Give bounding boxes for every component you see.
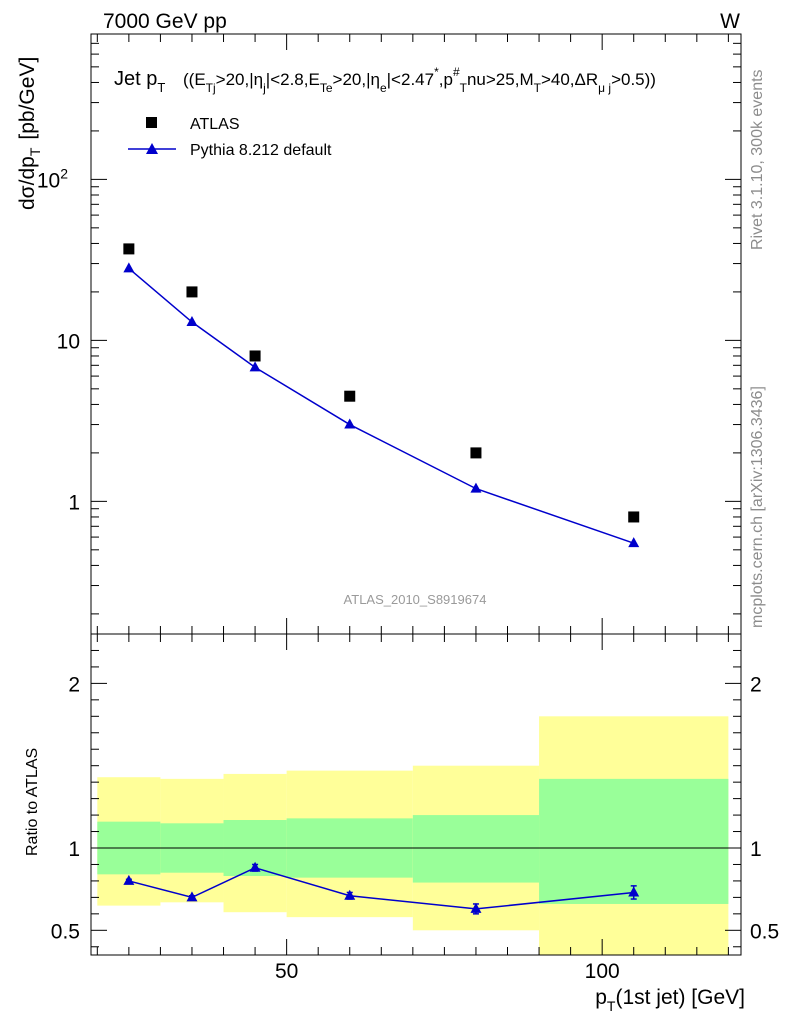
title-cut-part: μ j: [598, 81, 611, 95]
atlas-point: [470, 447, 482, 459]
mc-point: [249, 361, 261, 372]
ratio-ylabel: Ratio to ATLAS: [24, 748, 41, 856]
mc-line: [128, 267, 634, 544]
title-cut-part: >20,|η: [333, 70, 380, 89]
main-ytick-label: 1: [68, 491, 80, 514]
title-cut-part: |<2.47: [387, 70, 434, 89]
ratio-ytick-label: 2: [68, 673, 80, 696]
main-frame: [90, 33, 742, 635]
ratio-axes: 0.5 0.5 1 1 2 2 50 100: [51, 633, 779, 983]
main-ylabel-sub: T: [27, 147, 43, 156]
ratio-point: [249, 861, 261, 872]
title-main: Jet p: [114, 68, 157, 90]
chart-title: Jet pT: [114, 68, 165, 95]
title-cut-part: ,p: [439, 70, 453, 89]
title-cut-part: T: [534, 81, 542, 95]
atlas-point: [249, 350, 261, 362]
title-cut-part: #: [453, 65, 460, 79]
ratio-line: [128, 866, 634, 910]
title-cut-part: Te: [320, 81, 333, 95]
analysis-label: ATLAS_2010_S8919674: [344, 592, 487, 607]
ratio-ytick-label-right: 0.5: [750, 920, 779, 943]
title-cut-part: >20,|η: [216, 70, 263, 89]
main-ytick-label: 102: [37, 165, 68, 192]
process-label: W: [720, 10, 740, 33]
xlabel-sub: T: [607, 998, 616, 1014]
title-main-sub: T: [157, 80, 165, 95]
mc-point: [186, 316, 198, 327]
main-ylabel: dσ/dpT [pb/GeV]: [16, 57, 43, 210]
xtick-label: 100: [585, 960, 620, 983]
mc-point: [628, 537, 640, 548]
atlas-point: [186, 286, 198, 298]
title-cut-part: T: [460, 81, 468, 95]
ratio-ytick-label-right: 1: [750, 838, 762, 861]
ratio-point: [628, 886, 640, 897]
title-cut-part: *: [434, 65, 439, 79]
legend-mc-marker: [146, 143, 158, 154]
xlabel-rest: (1st jet) [GeV]: [615, 986, 745, 1009]
ratio-frame: [90, 633, 742, 956]
atlas-point: [628, 511, 640, 523]
ratio-point: [344, 889, 356, 900]
ratio-bands: [97, 716, 729, 955]
xlabel: pT(1st jet) [GeV]: [595, 986, 745, 1014]
ratio-band-inner: [539, 778, 729, 904]
main-series-layer: [123, 243, 640, 548]
ratio-series-layer: [91, 847, 741, 915]
mc-point: [344, 418, 356, 429]
ratio-point: [123, 874, 135, 885]
title-cut-part: >40,ΔR: [541, 70, 598, 89]
title-cut-part: e: [380, 81, 387, 95]
main-ylabel-text: dσ/dp: [16, 156, 39, 210]
ratio-ytick-label: 0.5: [51, 920, 80, 943]
title-cut-part: Tj: [206, 81, 216, 95]
legend: ATLAS Pythia 8.212 default: [128, 116, 332, 159]
ratio-point: [470, 902, 482, 913]
legend-atlas-marker: [146, 117, 157, 128]
title-cut-part: |<2.8,E: [266, 70, 320, 89]
main-ytick-label: 10: [57, 330, 80, 353]
ratio-ytick-label-right: 2: [750, 673, 762, 696]
xlabel-p: p: [595, 986, 607, 1009]
mcplots-label: mcplots.cern.ch [arXiv:1306.3436]: [749, 386, 766, 628]
ratio-point: [186, 891, 198, 902]
chart-title-cuts: ((ETj>20,|ηj|<2.8,ETe>20,|ηe|<2.47*,p#Tn…: [183, 65, 656, 95]
main-ylabel-unit: [pb/GeV]: [16, 57, 39, 140]
ratio-ytick-label: 1: [68, 838, 80, 861]
rivet-label: Rivet 3.1.10, 300k events: [749, 69, 766, 250]
xtick-label: 50: [275, 960, 298, 983]
title-cut-part: >0.5)): [611, 70, 656, 89]
atlas-point: [123, 243, 135, 255]
legend-atlas-label: ATLAS: [190, 116, 240, 133]
legend-mc-label: Pythia 8.212 default: [190, 142, 332, 159]
mc-point: [470, 482, 482, 493]
mc-point: [123, 262, 135, 273]
title-cut-part: nu>25,M: [467, 70, 534, 89]
collision-label: 7000 GeV pp: [103, 10, 227, 33]
title-cut-part: j: [262, 81, 266, 95]
atlas-point: [344, 390, 356, 402]
ratio-band-inner: [412, 815, 540, 883]
title-cut-part: ((E: [183, 70, 206, 89]
